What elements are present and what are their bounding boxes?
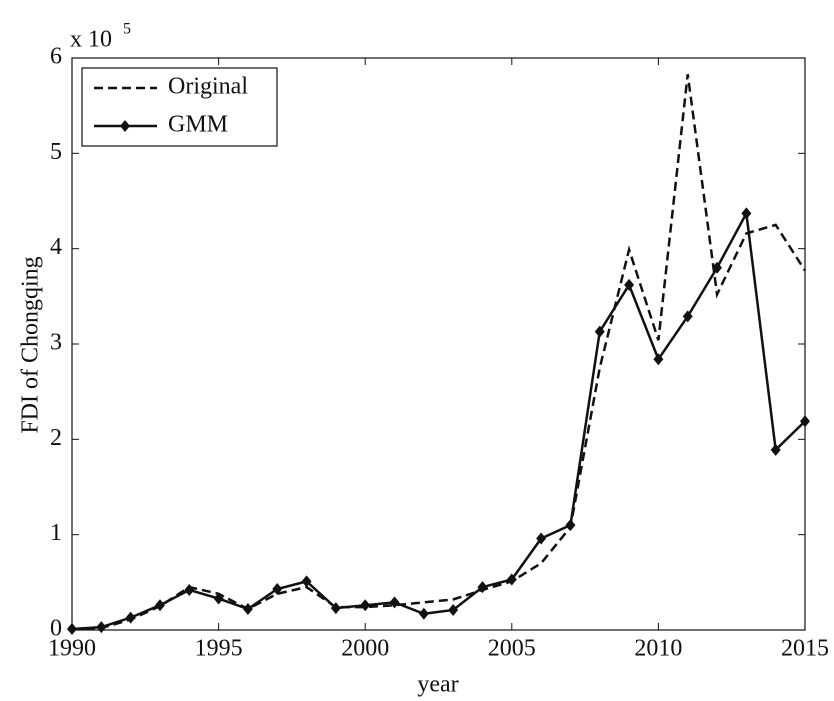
x-tick-label: 2005 <box>488 636 536 662</box>
legend-box <box>81 67 278 147</box>
x-tick-label: 2010 <box>634 636 682 662</box>
marker <box>389 596 400 609</box>
marker <box>448 603 459 616</box>
x-tick-label: 2000 <box>341 636 389 662</box>
y-axis-label: FDI of Chongqing <box>18 256 44 433</box>
y-tick-label: 4 <box>50 234 62 260</box>
marker <box>594 325 605 338</box>
marker <box>213 592 224 605</box>
marker <box>184 583 195 596</box>
marker <box>418 607 429 620</box>
marker <box>154 599 165 612</box>
marker <box>242 603 253 616</box>
marker <box>682 310 693 323</box>
marker <box>360 599 371 612</box>
series-line <box>71 209 806 631</box>
marker <box>712 261 723 274</box>
y-tick-label: 6 <box>50 44 62 70</box>
y-tick-label: 5 <box>50 139 62 165</box>
y-tick-label: 0 <box>50 616 62 642</box>
legend-label: GMM <box>168 112 228 138</box>
marker <box>272 583 283 596</box>
x-tick-label: 1990 <box>48 636 96 662</box>
marker <box>565 519 576 532</box>
y-tick-label: 2 <box>50 425 62 451</box>
x-tick-label: 1995 <box>195 636 243 662</box>
series-line <box>71 74 807 631</box>
y-tick-label: 3 <box>50 330 62 356</box>
legend-label: Original <box>168 74 248 100</box>
x-tick-label: 2015 <box>781 636 829 662</box>
y-scale-exponent: 5 <box>123 21 131 38</box>
marker <box>536 532 547 545</box>
y-tick-label: 1 <box>50 520 62 546</box>
marker <box>330 602 341 615</box>
marker <box>800 415 810 428</box>
marker <box>477 581 488 594</box>
marker <box>653 353 664 366</box>
marker <box>506 573 517 586</box>
x-axis-label: year <box>417 672 458 698</box>
marker <box>741 207 752 220</box>
y-scale-label: x 10 <box>70 27 112 53</box>
marker <box>624 278 635 291</box>
legend-marker <box>120 120 130 132</box>
marker <box>96 621 107 634</box>
marker <box>67 623 77 636</box>
marker <box>770 443 781 456</box>
marker <box>301 575 312 588</box>
marker <box>125 611 136 624</box>
